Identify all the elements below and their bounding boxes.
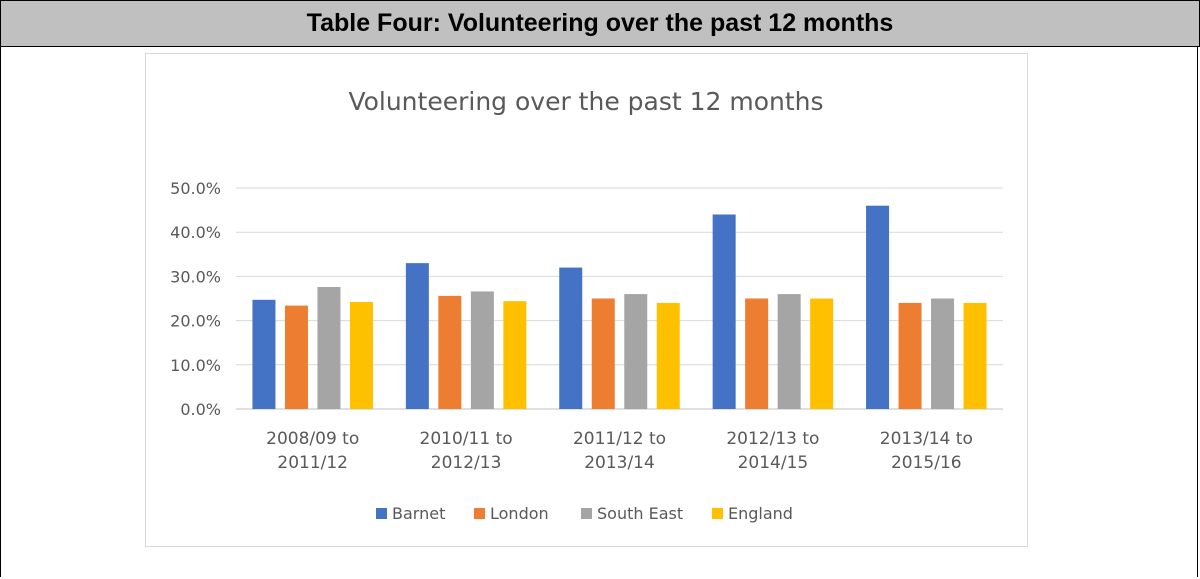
x-tick-label: 2011/12 to 2013/14 bbox=[573, 429, 666, 473]
bar-barnet bbox=[866, 205, 890, 409]
table-title: Table Four: Volunteering over the past 1… bbox=[306, 9, 894, 37]
legend: Barnet London South East England bbox=[376, 504, 793, 523]
y-tick-label: 0.0% bbox=[180, 400, 221, 419]
y-tick-label: 50.0% bbox=[170, 179, 221, 198]
bar-south-east bbox=[777, 294, 801, 409]
x-tick-label: 2012/13 to 2014/15 bbox=[726, 429, 819, 473]
bars bbox=[252, 205, 987, 409]
y-tick-label: 10.0% bbox=[170, 356, 221, 375]
legend-label: South East bbox=[597, 504, 683, 523]
legend-label: London bbox=[490, 504, 549, 523]
legend-swatch bbox=[581, 508, 592, 519]
bar-barnet bbox=[559, 267, 583, 409]
bar-england bbox=[656, 302, 680, 409]
bar-england bbox=[963, 302, 987, 409]
x-axis-labels: 2008/09 to 2011/12 2010/11 to 2012/13 2011/1… bbox=[266, 429, 973, 473]
bar-london bbox=[438, 295, 462, 409]
y-tick-label: 40.0% bbox=[170, 223, 221, 242]
bar-england bbox=[503, 301, 527, 409]
y-axis-labels: 0.0% 10.0% 20.0% 30.0% 40.0% 50.0% bbox=[170, 179, 221, 419]
bar-barnet bbox=[405, 263, 429, 409]
bar-london bbox=[745, 298, 769, 409]
chart-title: Volunteering over the past 12 months bbox=[348, 87, 823, 116]
bar-barnet bbox=[712, 214, 736, 409]
bar-barnet bbox=[252, 299, 276, 409]
bar-england bbox=[349, 302, 373, 409]
y-tick-label: 30.0% bbox=[170, 267, 221, 286]
bar-england bbox=[810, 298, 834, 409]
legend-swatch bbox=[474, 508, 485, 519]
legend-label: England bbox=[728, 504, 793, 523]
table-header: Table Four: Volunteering over the past 1… bbox=[0, 0, 1200, 47]
bar-south-east bbox=[317, 287, 341, 409]
legend-swatch bbox=[376, 508, 387, 519]
x-tick-label: 2010/11 to 2012/13 bbox=[420, 429, 513, 473]
bar-south-east bbox=[931, 298, 955, 409]
bar-london bbox=[284, 305, 308, 409]
legend-swatch bbox=[712, 508, 723, 519]
x-tick-label: 2013/14 to 2015/16 bbox=[880, 429, 973, 473]
bar-london bbox=[898, 302, 922, 409]
bar-south-east bbox=[624, 294, 648, 409]
legend-label: Barnet bbox=[392, 504, 445, 523]
x-tick-label: 2008/09 to 2011/12 bbox=[266, 429, 359, 473]
y-tick-label: 20.0% bbox=[170, 312, 221, 331]
bar-south-east bbox=[470, 291, 494, 409]
bar-london bbox=[591, 298, 615, 409]
